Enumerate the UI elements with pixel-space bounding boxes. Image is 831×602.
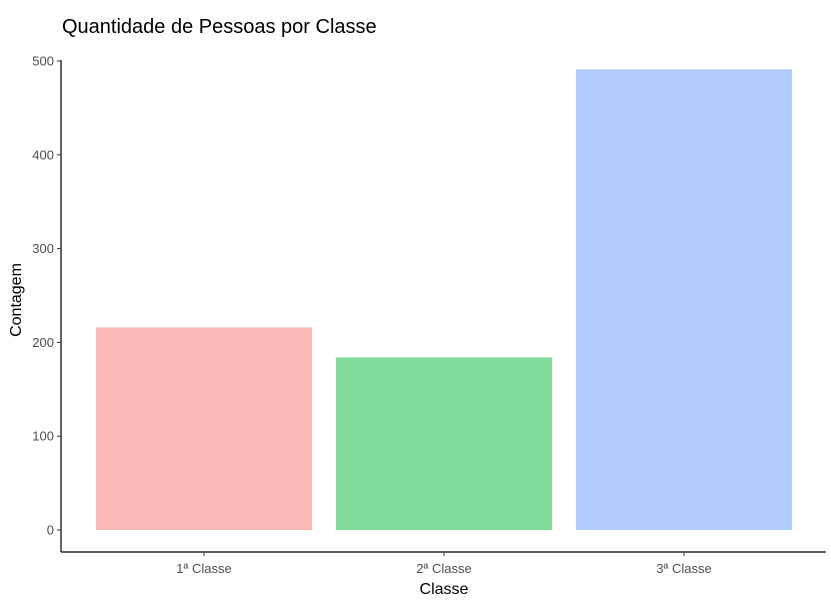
y-tick-label-400: 400	[32, 147, 54, 162]
y-tick-label-300: 300	[32, 241, 54, 256]
x-axis-title: Classe	[420, 581, 469, 598]
y-tick-label-100: 100	[32, 429, 54, 444]
y-tick-label-0: 0	[47, 523, 54, 538]
y-axis-title: Contagem	[8, 263, 25, 337]
bar-2	[336, 357, 552, 530]
x-axis: 1ª Classe 2ª Classe 3ª Classe	[61, 551, 826, 576]
x-tick-label-3: 3ª Classe	[656, 561, 711, 576]
y-ticks: 0 100 200 300 400 500	[32, 54, 61, 538]
x-tick-label-2: 2ª Classe	[416, 561, 471, 576]
bar-3	[576, 69, 792, 531]
y-tick-label-200: 200	[32, 335, 54, 350]
bars-group	[96, 69, 792, 531]
plot-area: 0 100 200 300 400 500 1ª Classe 2ª Classe 3ª Cl…	[32, 54, 826, 576]
bar-1	[96, 327, 312, 530]
y-tick-label-500: 500	[32, 54, 54, 69]
y-axis: 0 100 200 300 400 500	[32, 54, 62, 552]
x-tick-label-1: 1ª Classe	[176, 561, 231, 576]
x-ticks: 1ª Classe 2ª Classe 3ª Classe	[176, 552, 712, 576]
chart-title: Quantidade de Pessoas por Classe	[62, 16, 377, 38]
